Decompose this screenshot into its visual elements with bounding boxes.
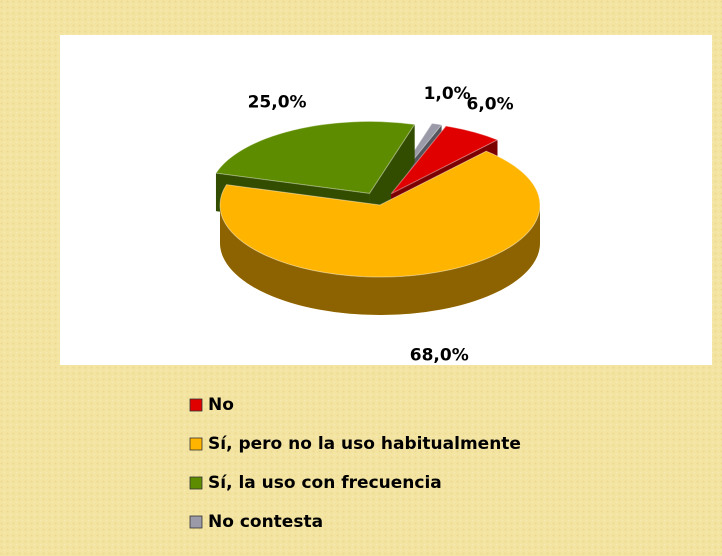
legend-label: No [208, 395, 234, 415]
slice-top [219, 150, 541, 278]
legend-swatch [189, 515, 203, 529]
legend-label: Sí, la uso con frecuencia [208, 473, 442, 493]
slice-top [390, 125, 499, 195]
slice-shade [220, 205, 540, 315]
legend-label: No contesta [208, 512, 323, 532]
data-label: 25,0% [248, 92, 307, 112]
legend-swatch [189, 476, 203, 490]
legend-label: Sí, pero no la uso habitualmente [208, 434, 521, 454]
legend: No Sí, pero no la uso habitualmente Sí, la… [189, 395, 521, 532]
data-label: 68,0% [410, 345, 469, 365]
legend-swatch [189, 437, 203, 451]
slice-top [215, 120, 416, 194]
data-label: 6,0% [467, 95, 514, 115]
pie: 6,0% 68,0% 25,0% 1,0% [215, 84, 541, 365]
slice-side [220, 205, 540, 315]
slice [219, 150, 541, 315]
data-label: 1,0% [424, 84, 471, 104]
legend-swatch [189, 398, 203, 412]
